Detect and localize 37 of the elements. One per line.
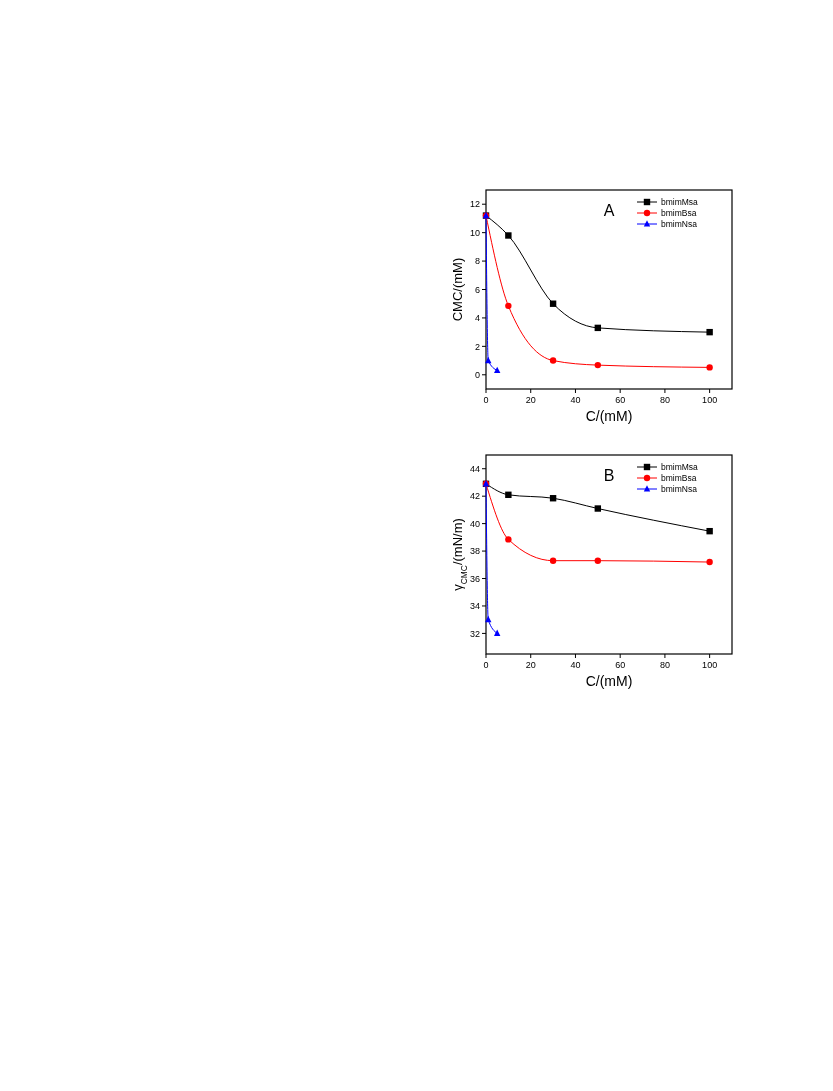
y-tick-label: 10 [469, 227, 480, 238]
annotation: B [603, 467, 615, 484]
y-tick-label: 8 [474, 256, 480, 267]
x-tick-label: 60 [615, 395, 626, 405]
legend-label: bmimBsa [661, 472, 697, 483]
x-tick-label: 100 [702, 395, 718, 405]
y-tick-label: 2 [474, 341, 480, 352]
x-tick-label: 80 [659, 660, 670, 670]
y-tick-label: 40 [469, 518, 480, 529]
legend-label: bmimMsa [661, 461, 699, 472]
x-tick-label: 80 [659, 395, 670, 405]
x-tick-label: 100 [702, 660, 718, 670]
annotation: A [603, 202, 615, 219]
x-axis-title: C/(mM) [585, 408, 633, 424]
y-tick-label: 38 [469, 546, 480, 557]
y-tick-label: 44 [469, 463, 480, 474]
y-axis-title: CMC/(mM) [450, 257, 465, 322]
y-tick-label: 32 [469, 628, 480, 639]
x-tick-label: 0 [483, 395, 489, 405]
x-tick-label: 60 [615, 660, 626, 670]
legend-label: bmimMsa [661, 196, 699, 207]
y-tick-label: 6 [474, 284, 480, 295]
legend-label: bmimNsa [661, 218, 698, 229]
y-tick-label: 34 [469, 601, 480, 612]
x-tick-label: 40 [570, 660, 581, 670]
x-tick-label: 40 [570, 395, 581, 405]
legend-label: bmimBsa [661, 207, 697, 218]
x-tick-label: 20 [525, 395, 536, 405]
x-axis-title: C/(mM) [585, 673, 633, 689]
legend-label: bmimNsa [661, 483, 698, 494]
x-tick-label: 20 [525, 660, 536, 670]
y-tick-label: 0 [474, 369, 480, 380]
y-tick-label: 36 [469, 573, 480, 584]
y-tick-label: 42 [469, 491, 480, 502]
x-tick-label: 0 [483, 660, 489, 670]
y-tick-label: 12 [469, 199, 480, 210]
y-tick-label: 4 [474, 313, 480, 324]
